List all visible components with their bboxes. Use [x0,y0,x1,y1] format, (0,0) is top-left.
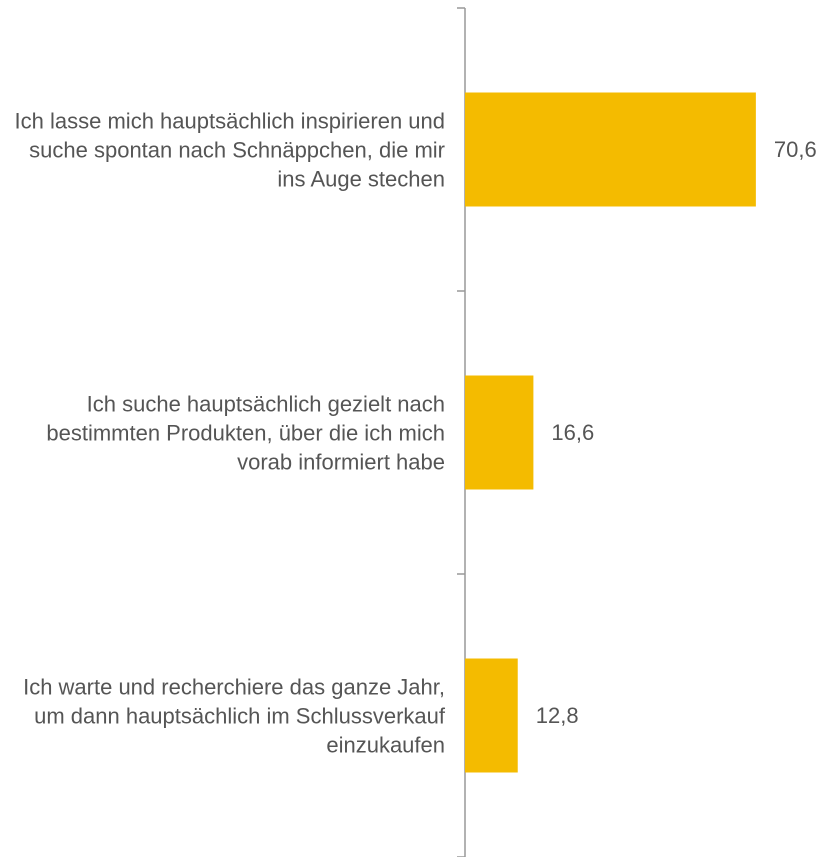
category-label: Ich suche hauptsächlich gezielt nach bes… [46,391,445,474]
value-label: 70,6 [773,136,817,162]
value-label: 12,8 [535,702,579,728]
bar [465,375,534,490]
category-label: Ich warte und recherchiere das ganze Jah… [23,674,445,757]
value-label: 16,6 [551,419,595,445]
category-label: Ich lasse mich hauptsächlich inspirieren… [14,108,445,191]
bar [465,92,756,207]
bar [465,658,518,773]
